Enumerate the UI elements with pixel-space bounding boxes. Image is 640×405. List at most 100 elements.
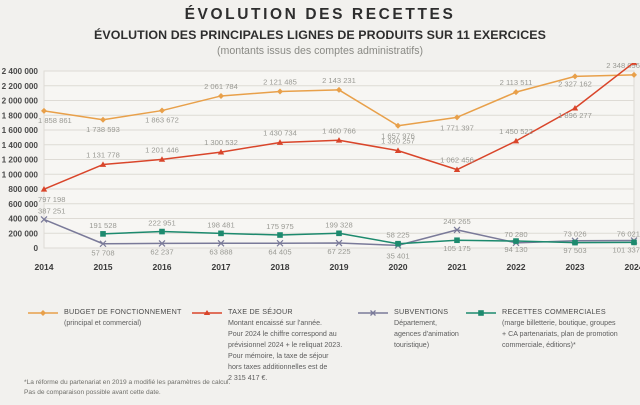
legend-label: BUDGET DE FONCTIONNEMENT xyxy=(64,307,182,316)
data-point-marker xyxy=(454,114,460,121)
legend-label: TAXE DE SÉJOUR xyxy=(228,307,293,316)
data-point-label: 175 975 xyxy=(266,222,293,231)
data-point-marker xyxy=(335,137,343,143)
data-point-marker xyxy=(40,186,48,192)
x-axis-tick-label: 2021 xyxy=(447,262,466,272)
data-point-label: 1 657 976 xyxy=(381,132,415,141)
data-point-marker xyxy=(218,92,224,99)
data-point-label: 387 251 xyxy=(38,206,65,215)
page-subtitle: ÉVOLUTION DES PRINCIPALES LIGNES DE PROD… xyxy=(93,28,546,42)
y-axis-tick-label: 1 200 000 xyxy=(2,156,39,165)
legend-label: SUBVENTIONS xyxy=(394,307,449,316)
data-point-marker xyxy=(41,107,47,114)
data-point-marker xyxy=(453,166,461,173)
data-point-marker xyxy=(217,239,225,247)
data-point-label: 1 863 672 xyxy=(145,116,179,125)
data-point-marker xyxy=(631,239,637,246)
data-point-label: 94 130 xyxy=(504,245,527,254)
data-point-marker xyxy=(100,231,106,237)
data-point-label: 2 121 485 xyxy=(263,78,297,87)
data-point-marker xyxy=(218,230,224,237)
legend-label: RECETTES COMMERCIALES xyxy=(502,307,606,316)
data-point-marker xyxy=(513,238,519,244)
data-point-label: 1 460 766 xyxy=(322,126,356,135)
legend-description: Montant encaissé sur l'année. Pour 2024 … xyxy=(228,319,343,383)
taxe-marker-icon xyxy=(192,310,222,315)
x-axis-tick-label: 2024 xyxy=(624,262,640,272)
data-point-label: 101 337 xyxy=(613,246,640,255)
y-axis-tick-label: 200 000 xyxy=(8,229,38,238)
data-point-marker xyxy=(158,156,166,162)
data-point-label: 1 131 778 xyxy=(86,151,120,160)
data-point-marker xyxy=(336,230,342,237)
x-axis-tick-label: 2018 xyxy=(270,262,289,272)
page-note: (montants issus des comptes administrati… xyxy=(216,45,424,57)
data-point-label: 1 300 532 xyxy=(204,138,238,147)
data-point-label: 64 405 xyxy=(268,247,291,256)
data-point-marker xyxy=(276,139,284,145)
y-axis-tick-label: 1 800 000 xyxy=(2,111,39,120)
data-point-marker xyxy=(571,104,579,111)
data-point-label: 1 450 522 xyxy=(499,127,533,136)
data-point-label: 1 858 861 xyxy=(38,116,72,125)
data-point-marker xyxy=(513,89,519,96)
data-point-label: 2 327 162 xyxy=(558,79,592,88)
data-point-label: 63 888 xyxy=(209,247,232,256)
data-point-marker xyxy=(512,137,520,144)
data-point-marker xyxy=(631,71,637,78)
data-point-label: 222 951 xyxy=(148,219,175,228)
data-point-marker xyxy=(277,232,283,238)
data-point-marker xyxy=(572,73,578,80)
data-point-marker xyxy=(100,116,106,123)
data-point-label: 1 738 593 xyxy=(86,125,120,134)
budget-marker-icon xyxy=(28,310,58,316)
data-point-marker xyxy=(277,88,283,95)
data-point-label: 1 201 446 xyxy=(145,145,179,154)
data-point-marker xyxy=(454,237,460,244)
page-title: ÉVOLUTION DES RECETTES xyxy=(184,6,456,23)
data-point-label: 191 528 xyxy=(89,221,116,230)
y-axis-tick-label: 2 200 000 xyxy=(2,82,39,91)
chart-plot-area: 0 200 000 400 000 600 000 800 000 1 000 000 1 … xyxy=(0,63,640,278)
data-point-label: 797 198 xyxy=(38,195,65,204)
series-line xyxy=(102,230,635,245)
legend-description: (principal et commercial) xyxy=(64,319,142,328)
data-point-marker xyxy=(336,86,342,93)
y-axis-tick-label: 2 400 000 xyxy=(2,67,39,76)
y-axis-tick-label: 1 600 000 xyxy=(2,126,39,135)
chart-header: ÉVOLUTION DES RECETTES ÉVOLUTION DES PRI… xyxy=(0,0,640,57)
data-point-label: 1 896 277 xyxy=(558,111,592,120)
data-point-label: 2 348 096 xyxy=(606,63,640,70)
chart-legend: BUDGET DE FONCTIONNEMENT (principal et c… xyxy=(0,298,640,382)
data-point-marker xyxy=(395,122,401,129)
data-point-label: 35 401 xyxy=(386,251,409,260)
y-axis-tick-label: 400 000 xyxy=(8,215,38,224)
data-point-label: 105 175 xyxy=(443,244,470,253)
data-point-label: 1 771 397 xyxy=(440,123,474,132)
data-point-label: 97 503 xyxy=(563,246,586,255)
y-axis-tick-label: 800 000 xyxy=(8,185,38,194)
legend-item-taxe-de-sejour[interactable]: TAXE DE SÉJOUR Montant encaissé sur l'an… xyxy=(192,306,352,384)
chart-footnote: *La réforme du partenariat en 2019 a mod… xyxy=(24,379,231,396)
recettes-marker-icon xyxy=(466,310,496,316)
x-axis-tick-label: 2020 xyxy=(388,262,407,272)
legend-item-subventions[interactable]: SUBVENTIONS Département, agences d'anima… xyxy=(358,306,463,351)
x-axis-tick-label: 2017 xyxy=(211,262,230,272)
data-point-marker xyxy=(159,228,165,235)
legend-item-budget-de-fonctionnement[interactable]: BUDGET DE FONCTIONNEMENT (principal et c… xyxy=(28,306,193,329)
legend-description: (marge billetterie, boutique, groupes + … xyxy=(502,319,618,350)
data-point-marker xyxy=(453,226,461,234)
data-point-label: 1 062 456 xyxy=(440,156,474,165)
data-point-marker xyxy=(158,239,166,247)
x-axis-tick-label: 2023 xyxy=(565,262,584,272)
data-point-marker xyxy=(395,240,401,247)
data-point-marker xyxy=(335,239,343,247)
data-point-label: 1 320 257 xyxy=(381,137,415,146)
x-axis-tick-label: 2016 xyxy=(152,262,171,272)
data-point-label: 1 430 734 xyxy=(263,128,297,137)
data-point-label: 62 237 xyxy=(150,247,173,256)
data-point-label: 245 265 xyxy=(443,217,470,226)
y-axis-tick-label: 1 400 000 xyxy=(2,141,39,150)
legend-item-recettes-commerciales[interactable]: RECETTES COMMERCIALES (marge billetterie… xyxy=(466,306,636,351)
data-point-marker xyxy=(572,239,578,246)
